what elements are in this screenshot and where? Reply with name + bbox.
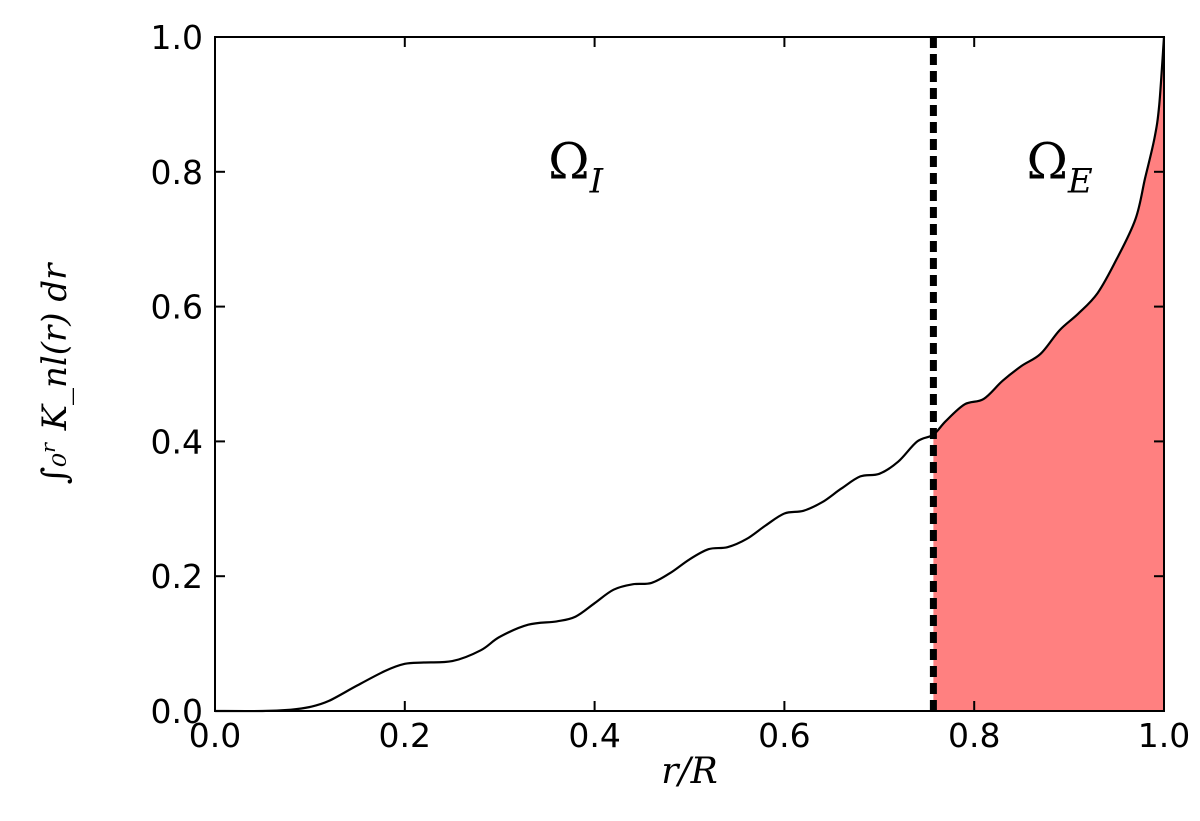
- axis-ticks: 0.0 0.2 0.4 0.6 0.8 1.0 0.0 0.2 0.4 0.6 0.8 1.0: [151, 18, 1191, 755]
- series-line: [214, 36, 1166, 713]
- y-tick-label: 0.2: [151, 557, 203, 596]
- axes-frame: [214, 36, 1165, 712]
- x-tick-label: 0.2: [379, 716, 431, 755]
- x-tick-label: 1.0: [1138, 716, 1190, 755]
- region-label-e: ΩE: [1026, 132, 1092, 201]
- y-tick-label: 0.0: [151, 692, 203, 731]
- x-tick-label: 0.6: [758, 716, 810, 755]
- y-tick-label: 1.0: [151, 18, 203, 57]
- x-tick-label: 0.8: [948, 716, 1000, 755]
- y-tick-label: 0.6: [151, 288, 203, 327]
- plot-area: [214, 36, 1166, 713]
- x-axis-label: r/R: [661, 751, 717, 792]
- y-axis-label: ∫₀ʳ K_nl(r) dr: [35, 262, 75, 484]
- y-tick-label: 0.8: [151, 153, 203, 192]
- shaded-region: [933, 37, 1164, 711]
- region-symbol: Ω: [548, 132, 589, 190]
- y-tick-label: 0.4: [151, 422, 203, 461]
- x-tick-label: 0.0: [189, 716, 241, 755]
- y-axis-label-text: ∫₀ʳ K_nl(r) dr: [35, 262, 75, 484]
- region-subscript: E: [1067, 161, 1093, 201]
- x-tick-label: 0.4: [568, 716, 620, 755]
- region-symbol: Ω: [1026, 132, 1067, 190]
- region-subscript: I: [589, 161, 604, 201]
- region-label-i: ΩI: [548, 132, 603, 201]
